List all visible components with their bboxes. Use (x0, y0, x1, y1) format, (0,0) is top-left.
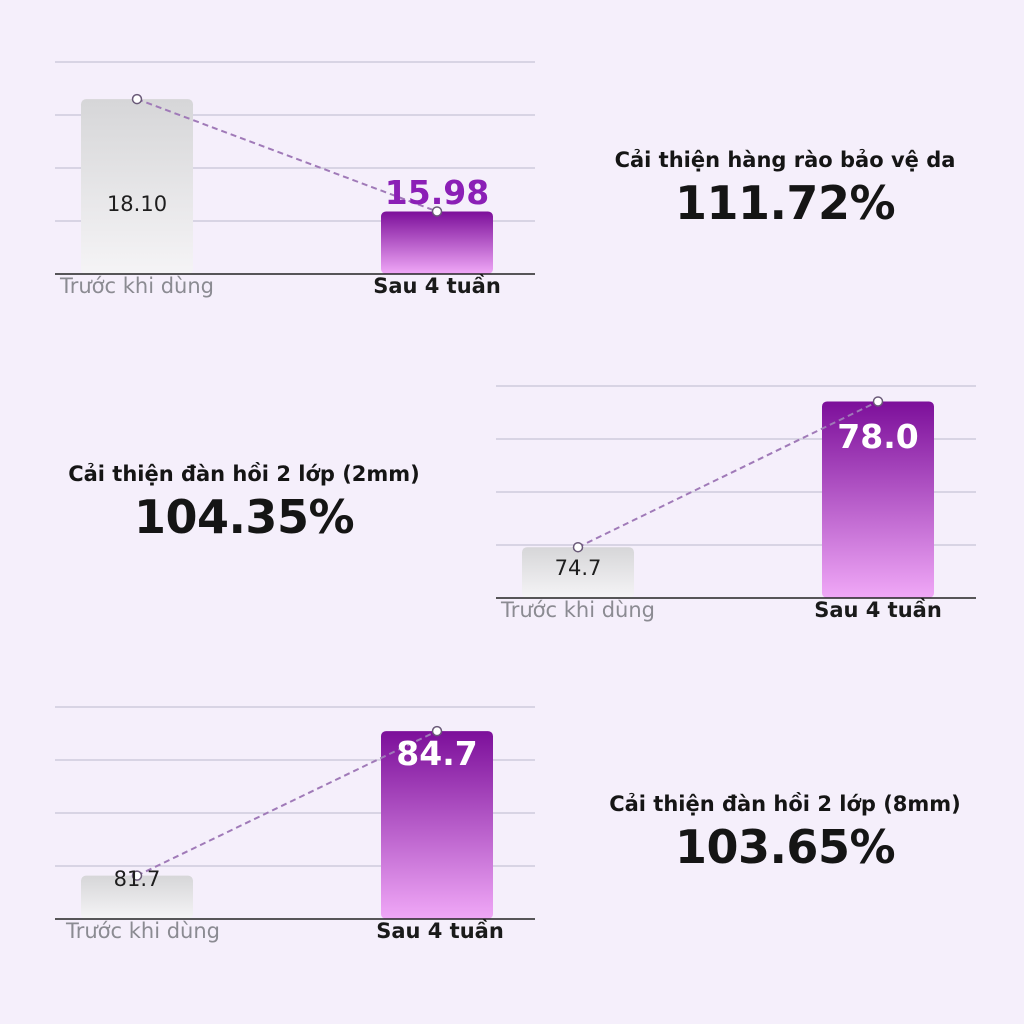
chart-panel-3: Trước khi dùng Sau 4 tuần 81.7 84.7 (55, 693, 535, 963)
bar-after (822, 401, 934, 598)
value-label-after: 78.0 (837, 417, 919, 456)
trend-line (136, 98, 438, 213)
category-label-after: Sau 4 tuần (376, 919, 504, 943)
stat-block-3: Cải thiện đàn hồi 2 lớp (8mm) 103.65% (565, 792, 1005, 874)
chart-svg-2 (496, 385, 976, 599)
point-after (872, 396, 884, 407)
stat-value: 104.35% (133, 490, 355, 544)
bar-before (81, 99, 193, 274)
chart-panel-2: Trước khi dùng Sau 4 tuần 74.7 78.0 (496, 372, 976, 642)
stat-block-1: Cải thiện hàng rào bảo vệ da 111.72% (565, 148, 1005, 230)
category-label-before: Trước khi dùng (59, 274, 214, 298)
point-before (131, 870, 143, 881)
chart-svg-3 (55, 706, 535, 920)
chart-panel-1: Trước khi dùng Sau 4 tuần 18.10 15.98 (55, 48, 535, 318)
category-label-after: Sau 4 tuần (373, 274, 501, 298)
trend-line (577, 400, 879, 549)
stat-title: Cải thiện hàng rào bảo vệ da (614, 148, 956, 172)
point-after (431, 725, 443, 737)
value-label-after: 15.98 (384, 173, 490, 212)
point-after (431, 206, 443, 217)
bar-before (81, 875, 193, 919)
stat-value: 111.72% (674, 176, 896, 230)
value-label-before: 74.7 (554, 556, 602, 580)
point-before (131, 93, 143, 105)
value-label-before: 81.7 (113, 867, 161, 891)
bar-before (522, 547, 634, 598)
chart-svg-1 (55, 61, 535, 275)
bar-after (381, 211, 493, 274)
value-label-after: 84.7 (396, 734, 478, 773)
value-label-before: 18.10 (106, 192, 168, 216)
stat-title: Cải thiện đàn hồi 2 lớp (2mm) (68, 462, 420, 486)
stat-value: 103.65% (674, 820, 896, 874)
stat-title: Cải thiện đàn hồi 2 lớp (8mm) (609, 792, 961, 816)
category-label-before: Trước khi dùng (500, 598, 655, 622)
point-before (572, 541, 584, 553)
stat-block-2: Cải thiện đàn hồi 2 lớp (2mm) 104.35% (24, 462, 464, 544)
category-label-after: Sau 4 tuần (814, 598, 942, 622)
category-label-before: Trước khi dùng (65, 919, 220, 943)
bar-after (381, 731, 493, 919)
trend-line (136, 730, 438, 877)
